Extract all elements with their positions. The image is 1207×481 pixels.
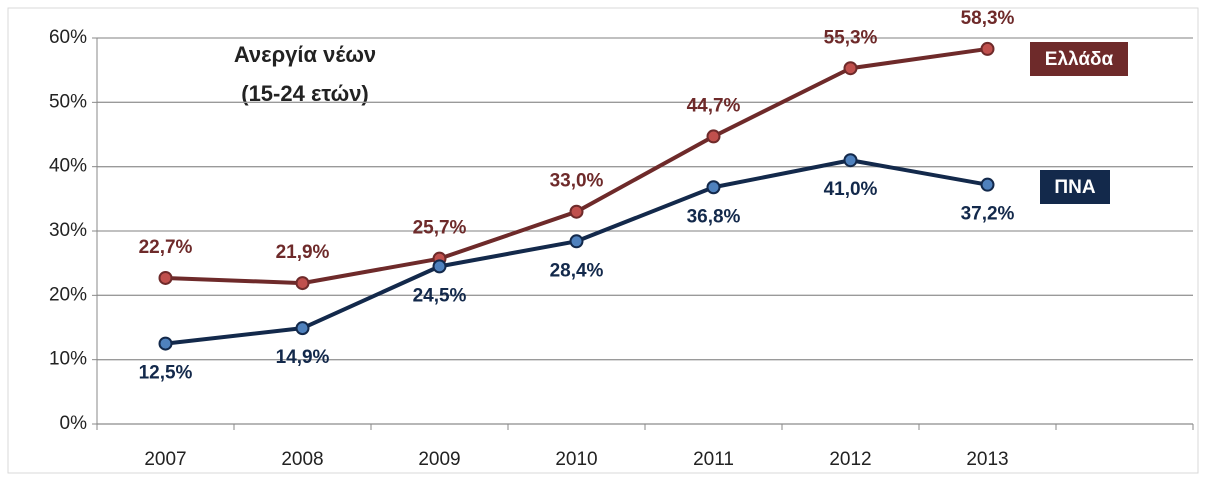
marker xyxy=(569,234,584,249)
x-tick-label: 2013 xyxy=(966,449,1008,470)
data-label: 41,0% xyxy=(824,179,878,200)
legend-box xyxy=(1030,42,1128,76)
marker xyxy=(432,259,447,274)
x-tick-label: 2008 xyxy=(281,449,323,470)
data-label: 21,9% xyxy=(276,242,330,263)
x-tick-label: 2007 xyxy=(144,449,186,470)
x-tick-label: 2011 xyxy=(693,449,734,470)
chart-frame xyxy=(7,7,1199,474)
marker xyxy=(980,177,995,192)
data-label: 28,4% xyxy=(550,260,604,281)
y-tick-label: 40% xyxy=(49,156,87,177)
chart-subtitle: (15-24 ετών) xyxy=(241,81,369,106)
data-label: 55,3% xyxy=(824,27,878,48)
marker xyxy=(295,321,310,336)
data-label: 14,9% xyxy=(276,347,330,368)
data-label: 22,7% xyxy=(139,237,193,258)
data-label: 44,7% xyxy=(687,95,741,116)
marker xyxy=(158,270,173,285)
marker xyxy=(843,153,858,168)
marker xyxy=(843,61,858,76)
marker xyxy=(980,41,995,56)
legend-label: ΠΝΑ xyxy=(1054,177,1095,198)
marker xyxy=(569,204,584,219)
chart-title: Ανεργία νέων xyxy=(234,42,376,67)
marker xyxy=(706,180,721,195)
marker xyxy=(295,276,310,291)
legend-label: Ελλάδα xyxy=(1045,49,1114,70)
marker xyxy=(706,129,721,144)
data-label: 58,3% xyxy=(961,8,1015,29)
y-tick-label: 60% xyxy=(49,27,87,48)
x-tick-label: 2009 xyxy=(418,449,460,470)
marker xyxy=(158,336,173,351)
y-tick-label: 50% xyxy=(49,91,87,112)
y-tick-label: 20% xyxy=(49,284,87,305)
x-tick-label: 2012 xyxy=(829,449,871,470)
y-tick-label: 0% xyxy=(60,413,88,434)
data-label: 36,8% xyxy=(687,206,741,227)
legend-box xyxy=(1040,170,1110,204)
data-label: 24,5% xyxy=(413,285,467,306)
y-tick-label: 30% xyxy=(49,220,87,241)
y-tick-label: 10% xyxy=(49,349,87,370)
data-label: 25,7% xyxy=(413,218,467,239)
x-tick-label: 2010 xyxy=(555,449,597,470)
data-label: 37,2% xyxy=(961,204,1015,225)
data-label: 33,0% xyxy=(550,171,604,192)
data-label: 12,5% xyxy=(139,363,193,384)
